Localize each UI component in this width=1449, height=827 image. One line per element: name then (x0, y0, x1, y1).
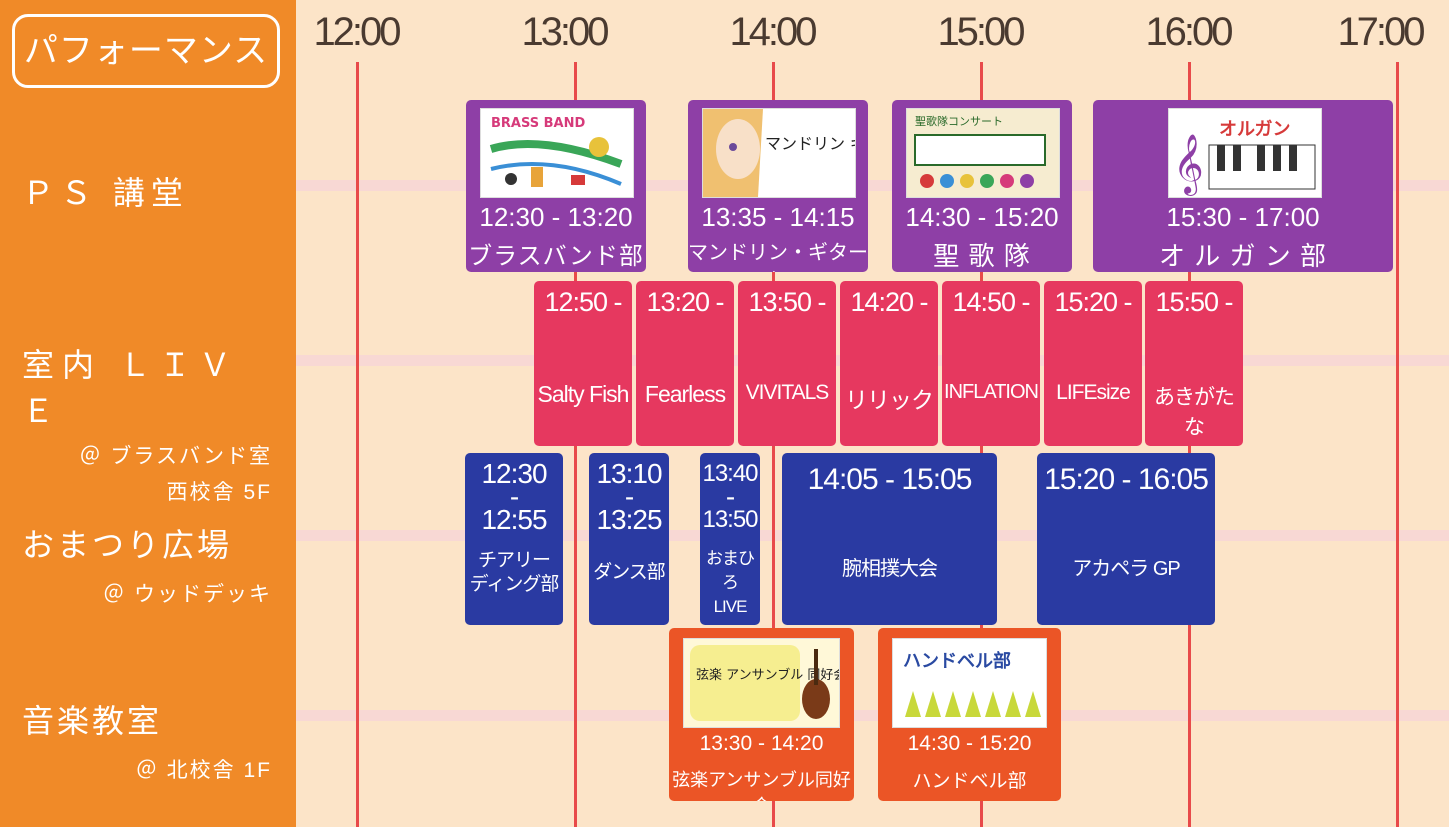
event-arm-wrestling[interactable]: 14:05 - 15:05 腕相撲大会 (782, 453, 997, 625)
event-live-inflation[interactable]: 14:50 - INFLATION (942, 281, 1040, 446)
event-live-fearless[interactable]: 13:20 - Fearless (636, 281, 734, 446)
hour-line (356, 62, 359, 827)
event-name: あきがたな (1154, 386, 1235, 439)
hour-line (1396, 62, 1399, 827)
hour-label: 17:00 (1337, 10, 1425, 54)
row-line (296, 710, 1449, 721)
hour-label: 14:00 (729, 10, 817, 54)
event-end: 13:25 (596, 504, 662, 535)
event-live-salty-fish[interactable]: 12:50 - Salty Fish (534, 281, 632, 446)
art-text: ハンドベル部 (903, 650, 1011, 672)
venue-location: ＠ ウッドデッキ (103, 583, 272, 606)
event-time: 13:30 - 14:20 (699, 732, 824, 755)
hour-label: 12:00 (313, 10, 401, 54)
event-name: 聖 歌 隊 (933, 241, 1031, 271)
hour-label: 13:00 (521, 10, 609, 54)
event-organ[interactable]: オルガン 𝄞 15:30 - 17:00 オ ル ガ ン 部 (1093, 100, 1393, 272)
event-live-lifesize[interactable]: 15:20 - LIFEsize (1044, 281, 1142, 446)
venue-name: ＰＳ 講堂 (22, 175, 189, 211)
event-name: ハンドベル部 (912, 771, 1027, 792)
event-time: 14:30 - 15:20 (905, 202, 1059, 232)
venue-location: ＠ ブラスバンド室 (79, 445, 272, 468)
hour-label: 15:00 (937, 10, 1025, 54)
event-dash: - (624, 481, 634, 512)
venue-name: 室内 ＬＩＶＥ (22, 347, 239, 429)
venue-music-room: 音楽教室 ＠ 北校舎 1F (22, 696, 272, 784)
event-time: 12:30 - 13:20 (479, 202, 633, 232)
event-end: 13:50 (702, 506, 758, 533)
event-start: 13:40 (702, 460, 758, 487)
event-mandolin-guitar[interactable]: マンドリン ギター部 13:35 - 14:15 マンドリン・ギター部 (688, 100, 868, 272)
event-name: Fearless (644, 381, 726, 407)
svg-text:𝄞: 𝄞 (1173, 134, 1204, 196)
event-live-vivitals[interactable]: 13:50 - VIVITALS (738, 281, 836, 446)
event-time: 13:20 - (646, 287, 724, 317)
venue-name: 音楽教室 (22, 703, 163, 739)
event-name: おまひろ (706, 549, 755, 592)
event-brass-band[interactable]: BRASS BAND 12:30 - 13:20 ブラスバンド部 (466, 100, 646, 272)
venue-building: 西校舎 5F (166, 481, 272, 504)
art-text: 弦楽 アンサンブル 同好会 (696, 667, 839, 683)
event-name-2: LIVE (713, 597, 748, 616)
event-cheerleading[interactable]: 12:30 - 12:55 チアリー ディング部 (465, 453, 563, 625)
venue-indoor-live: 室内 ＬＩＶＥ ＠ ブラスバンド室 西校舎 5F (22, 340, 272, 506)
event-name: リリック (845, 387, 934, 413)
venue-ps-hall: ＰＳ 講堂 (22, 168, 189, 214)
art-text: 聖歌隊コンサート (915, 114, 1003, 128)
string-ensemble-illustration: 弦楽 アンサンブル 同好会 (683, 638, 840, 728)
brass-band-illustration: BRASS BAND (480, 108, 634, 198)
hour-label: 16:00 (1145, 10, 1233, 54)
event-time: 14:05 - 15:05 (807, 463, 973, 496)
event-omahiro-live[interactable]: 13:40 - 13:50 おまひろ LIVE (700, 453, 760, 625)
event-time: 13:50 - (748, 287, 826, 317)
event-name: アカペラ GP (1072, 558, 1180, 580)
event-name-2: ディング部 (469, 574, 560, 595)
event-live-akigatana[interactable]: 15:50 - あきがたな (1145, 281, 1243, 446)
art-text: オルガン (1219, 119, 1290, 140)
event-name: チアリー (477, 550, 551, 571)
event-time: 15:50 - (1155, 287, 1233, 317)
event-time: 15:30 - 17:00 (1166, 202, 1320, 232)
event-name: ブラスバンド部 (468, 243, 644, 270)
organ-illustration: オルガン 𝄞 (1168, 108, 1322, 198)
event-dash: - (725, 481, 735, 512)
event-acappella-gp[interactable]: 15:20 - 16:05 アカペラ GP (1037, 453, 1215, 625)
event-time: 14:30 - 15:20 (907, 732, 1032, 755)
event-name: VIVITALS (745, 381, 830, 404)
row-line (296, 180, 1449, 191)
event-name: オ ル ガ ン 部 (1159, 241, 1327, 271)
mandolin-guitar-illustration: マンドリン ギター部 (702, 108, 856, 198)
event-choir[interactable]: 聖歌隊コンサート 14:30 - 15:20 聖 歌 隊 (892, 100, 1072, 272)
venue-plaza: おまつり広場 ＠ ウッドデッキ (22, 520, 272, 608)
venue-name: おまつり広場 (22, 527, 233, 563)
event-name: ダンス部 (593, 562, 666, 583)
event-time: 13:35 - 14:15 (701, 202, 855, 232)
event-name: INFLATION (944, 381, 1039, 403)
event-time: 12:50 - (544, 287, 622, 317)
handbell-illustration: ハンドベル部 (892, 638, 1047, 728)
event-start: 13:10 (596, 458, 662, 489)
event-start: 12:30 (481, 458, 547, 489)
event-name: マンドリン・ギター部 (688, 242, 868, 272)
event-name: Salty Fish (537, 381, 630, 407)
page-title: パフォーマンス (12, 14, 280, 88)
event-time: 15:20 - 16:05 (1044, 463, 1209, 496)
art-text: マンドリン ギター部 (765, 134, 855, 153)
venue-sidebar: パフォーマンス ＰＳ 講堂 室内 ＬＩＶＥ ＠ ブラスバンド室 西校舎 5F お… (0, 0, 296, 827)
event-dance-club[interactable]: 13:10 - 13:25 ダンス部 (589, 453, 669, 625)
venue-location: ＠ 北校舎 1F (135, 759, 272, 782)
event-live-lyric[interactable]: 14:20 - リリック (840, 281, 938, 446)
event-handbell-club[interactable]: ハンドベル部 14:30 - 15:20 ハンドベル部 (878, 628, 1061, 801)
event-time: 14:50 - (952, 287, 1030, 317)
choir-illustration: 聖歌隊コンサート (906, 108, 1060, 198)
event-dash: - (509, 481, 519, 512)
event-time: 14:20 - (850, 287, 928, 317)
event-end: 12:55 (481, 504, 547, 535)
art-text: BRASS BAND (491, 116, 585, 131)
event-time: 15:20 - (1054, 287, 1132, 317)
event-name: LIFEsize (1056, 381, 1131, 404)
event-name: 腕相撲大会 (842, 558, 938, 580)
